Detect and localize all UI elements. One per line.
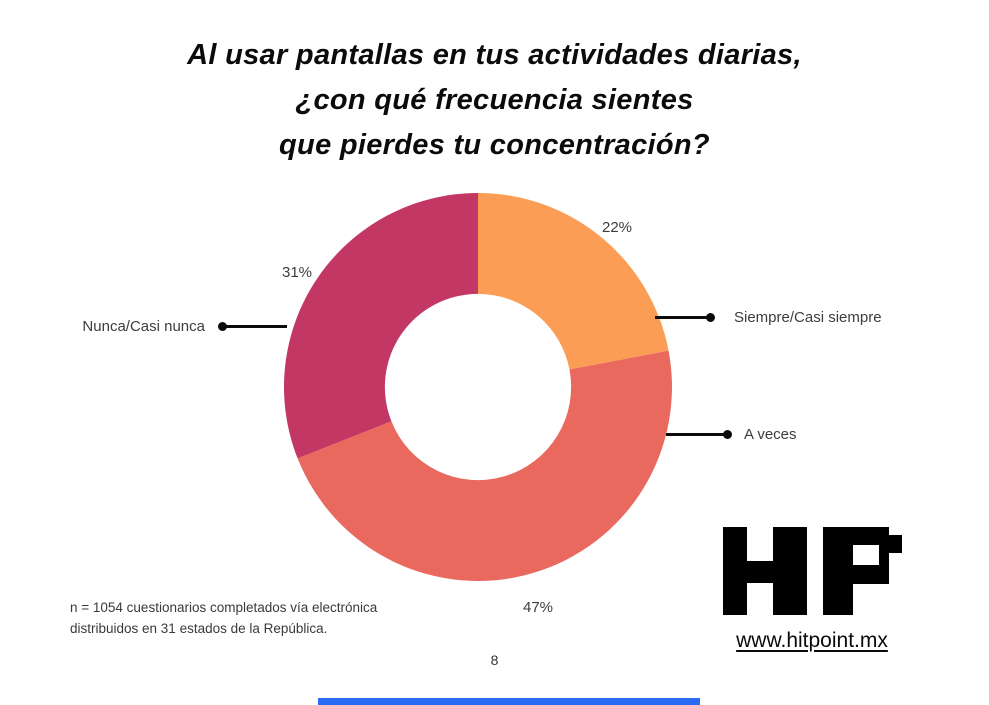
callout-line-nunca [225,325,287,328]
data-label-a-veces: 47% [522,599,554,616]
hp-logo-icon [723,527,902,615]
donut-chart-svg [284,193,672,581]
donut-segment-2 [284,193,478,459]
data-label-siempre: 22% [601,219,633,236]
website-link[interactable]: www.hitpoint.mx [736,629,888,652]
sample-footnote: n = 1054 cuestionarios completados vía e… [70,597,377,639]
callout-line-a-veces [666,433,727,436]
donut-segment-0 [478,193,669,370]
callout-dot-siempre [706,313,715,322]
title-line-3: que pierdes tu concentración? [279,129,710,161]
title-line-2: ¿con qué frecuencia sientes [295,84,694,116]
category-label-siempre: Siempre/Casi siempre [734,309,882,326]
data-label-nunca: 31% [281,264,313,281]
category-label-nunca: Nunca/Casi nunca [82,318,205,335]
page-title: Al usar pantallas en tus actividades dia… [0,33,989,168]
category-label-a-veces: A veces [744,426,797,443]
callout-dot-a-veces [723,430,732,439]
callout-dot-nunca [218,322,227,331]
donut-segment-1 [297,350,672,581]
footnote-line-1: n = 1054 cuestionarios completados vía e… [70,600,378,615]
page-number: 8 [490,652,499,668]
footnote-line-2: distribuidos en 31 estados de la Repúbli… [70,621,328,636]
bottom-accent-bar [318,698,700,705]
hitpoint-logo [723,527,907,615]
callout-line-siempre [655,316,710,319]
title-line-1: Al usar pantallas en tus actividades dia… [187,39,802,71]
